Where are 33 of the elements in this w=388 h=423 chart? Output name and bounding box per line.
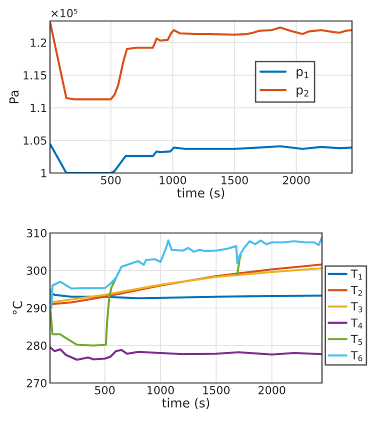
legend-label: p$_{2}$ xyxy=(296,87,308,98)
y-tick-label: 270 xyxy=(26,378,46,388)
line-series xyxy=(50,236,322,310)
y-tick-label: 300 xyxy=(26,266,46,275)
x-tick-label: 1000 xyxy=(160,176,186,184)
text: ×10⁵ xyxy=(52,8,78,18)
x-tick-label: 2000 xyxy=(283,176,310,184)
x-tick-label: 1500 xyxy=(203,386,230,394)
y-tick-label: 280 xyxy=(26,341,46,350)
line-series xyxy=(50,346,322,361)
y-tick-label: 1.05 xyxy=(24,136,46,145)
y-tick-label: 1.2 xyxy=(30,38,46,47)
x-tick-label: 1000 xyxy=(148,386,174,394)
x-tick-label: 500 xyxy=(101,176,121,184)
legend-label: T$_{1}$ xyxy=(350,270,362,280)
x-axis-title: time (s) xyxy=(177,188,224,200)
y-tick-label: 290 xyxy=(26,304,46,312)
y-tick-label: 1.1 xyxy=(30,104,46,112)
y-axis-title: °C xyxy=(12,301,22,314)
legend-label: T$_{3}$ xyxy=(350,302,362,312)
x-tick-label: 2000 xyxy=(258,386,286,394)
legend-label: p$_{1}$ xyxy=(296,69,308,79)
y-tick-label: 1 xyxy=(41,169,46,178)
x-axis-title: time (s) xyxy=(162,398,210,410)
legend-label: T$_{4}$ xyxy=(350,318,362,329)
x-tick-label: 500 xyxy=(95,386,115,394)
y-axis-title: Pa xyxy=(9,90,19,104)
y-tick-label: 1.15 xyxy=(24,71,46,80)
y-tick-label: 310 xyxy=(26,228,46,238)
legend-label: T$_{5}$ xyxy=(350,334,362,345)
x-tick-label: 1500 xyxy=(222,176,248,184)
legend-label: T$_{6}$ xyxy=(350,351,362,362)
legend-label: T$_{2}$ xyxy=(350,286,362,296)
